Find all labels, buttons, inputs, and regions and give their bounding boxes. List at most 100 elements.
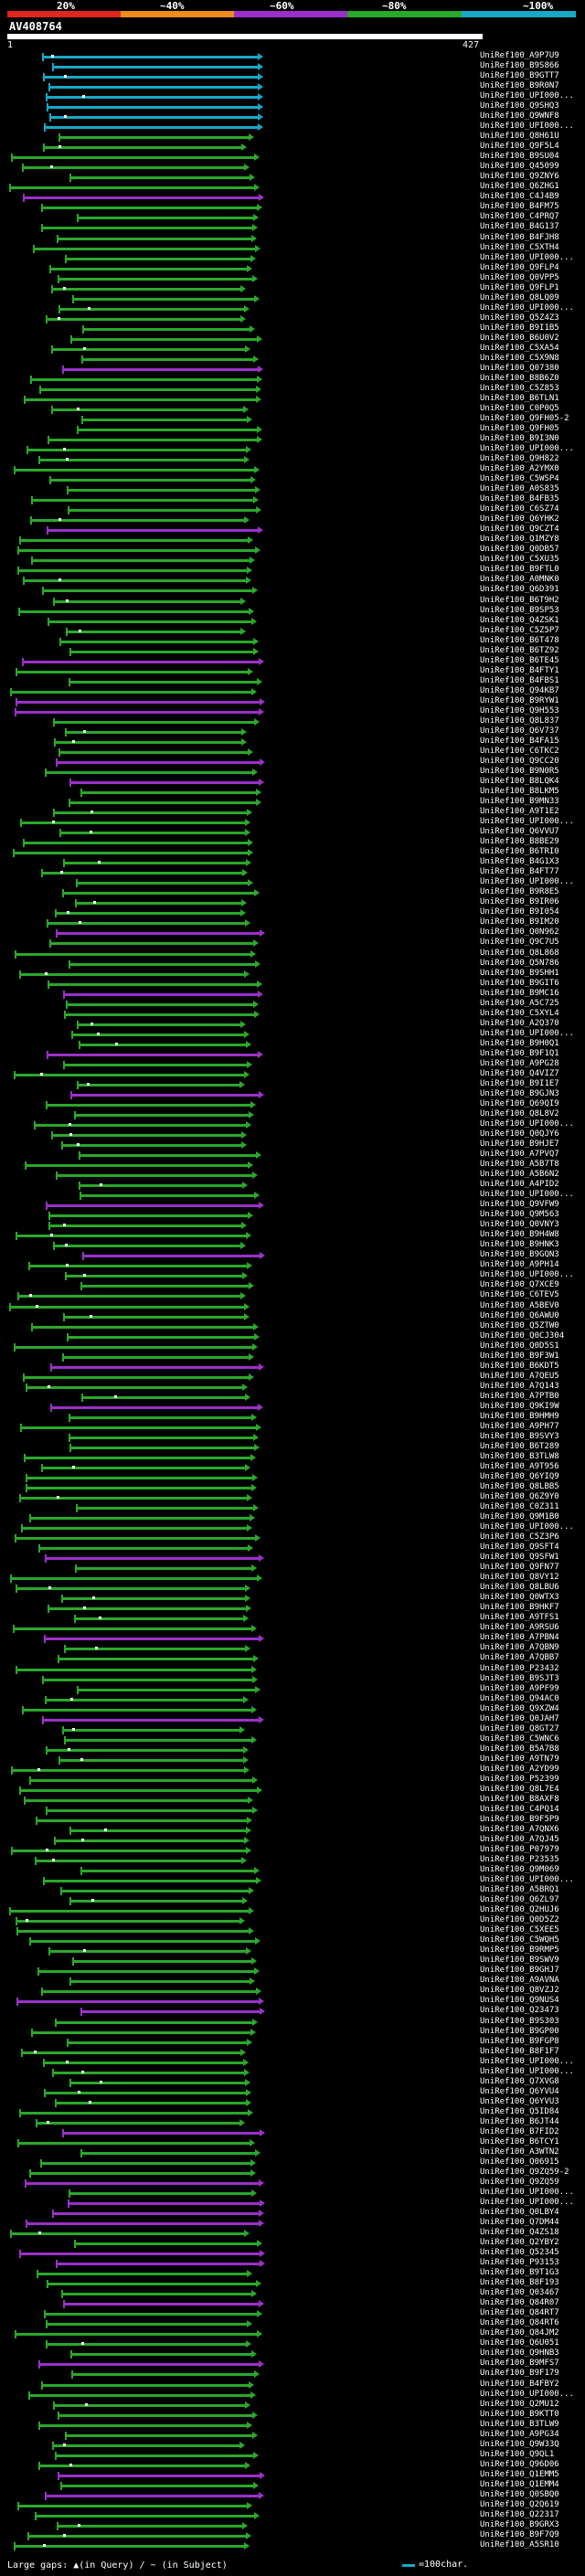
hit-label[interactable]: UniRef100_Q8LBU6 [480, 1583, 559, 1592]
hit-alignment-bar[interactable] [80, 791, 256, 794]
hit-row[interactable]: UniRef100_UPI000... [0, 1119, 585, 1129]
hit-row[interactable]: UniRef100_A7PTB0 [0, 1392, 585, 1402]
hit-row[interactable]: UniRef100_B9FTL0 [0, 565, 585, 575]
hit-label[interactable]: UniRef100_B9KTT0 [480, 2410, 559, 2419]
hit-row[interactable]: UniRef100_Q8VY12 [0, 1573, 585, 1583]
hit-label[interactable]: UniRef100_UPI000... [480, 303, 574, 313]
hit-row[interactable]: UniRef100_B6TRI0 [0, 847, 585, 857]
hit-label[interactable]: UniRef100_B9MN33 [480, 797, 559, 806]
hit-row[interactable]: UniRef100_UPI000... [0, 91, 585, 101]
hit-label[interactable]: UniRef100_UPI000... [480, 1029, 574, 1038]
hit-alignment-bar[interactable] [26, 2222, 259, 2225]
hit-label[interactable]: UniRef100_Q0LBY4 [480, 2208, 559, 2217]
hit-alignment-bar[interactable] [17, 569, 247, 572]
hit-label[interactable]: UniRef100_Q52345 [480, 2248, 559, 2257]
hit-label[interactable]: UniRef100_B8F1F7 [480, 2047, 559, 2056]
hit-alignment-bar[interactable] [55, 912, 240, 915]
hit-row[interactable]: UniRef100_Q03467 [0, 2288, 585, 2298]
hit-label[interactable]: UniRef100_A9T1E2 [480, 807, 559, 816]
hit-label[interactable]: UniRef100_Q6AWU0 [480, 1311, 559, 1320]
hit-alignment-bar[interactable] [26, 1487, 251, 1489]
hit-row[interactable]: UniRef100_B3TLW8 [0, 1452, 585, 1462]
hit-label[interactable]: UniRef100_UPI000... [480, 444, 574, 453]
hit-row[interactable]: UniRef100_Q9H553 [0, 706, 585, 716]
hit-alignment-bar[interactable] [77, 1084, 239, 1087]
hit-row[interactable]: UniRef100_B3TLW9 [0, 2420, 585, 2430]
hit-alignment-bar[interactable] [11, 1769, 244, 1772]
hit-row[interactable]: UniRef100_Q96D06 [0, 2460, 585, 2470]
hit-label[interactable]: UniRef100_B9N0R5 [480, 767, 559, 776]
hit-alignment-bar[interactable] [26, 1477, 252, 1479]
hit-row[interactable]: UniRef100_A2YD99 [0, 1765, 585, 1775]
hit-row[interactable]: UniRef100_Q8LBU6 [0, 1583, 585, 1593]
hit-label[interactable]: UniRef100_Q03467 [480, 2288, 559, 2297]
hit-alignment-bar[interactable] [41, 1467, 245, 1469]
hit-row[interactable]: UniRef100_A5BRQ1 [0, 1885, 585, 1895]
hit-row[interactable]: UniRef100_Q8VZJ2 [0, 1986, 585, 1996]
hit-label[interactable]: UniRef100_Q5ZTW0 [480, 1321, 559, 1330]
hit-row[interactable]: UniRef100_A9PH14 [0, 1260, 585, 1270]
hit-row[interactable]: UniRef100_Q2MU12 [0, 2400, 585, 2410]
hit-alignment-bar[interactable] [68, 2202, 260, 2205]
hit-row[interactable]: UniRef100_B8F1F7 [0, 2047, 585, 2057]
hit-label[interactable]: UniRef100_Q5ID84 [480, 2107, 559, 2116]
hit-row[interactable]: UniRef100_B6JT44 [0, 2117, 585, 2127]
hit-label[interactable]: UniRef100_C5WQH5 [480, 1935, 559, 1945]
hit-alignment-bar[interactable] [55, 2454, 253, 2457]
hit-row[interactable]: UniRef100_B9GHJ7 [0, 1966, 585, 1976]
hit-row[interactable]: UniRef100_A5B6N2 [0, 1170, 585, 1180]
hit-label[interactable]: UniRef100_Q7XCE9 [480, 1280, 559, 1289]
hit-label[interactable]: UniRef100_B8AXF8 [480, 1795, 559, 1804]
hit-label[interactable]: UniRef100_Q9CC20 [480, 757, 559, 766]
hit-label[interactable]: UniRef100_Q9FLP4 [480, 263, 559, 272]
hit-alignment-bar[interactable] [16, 1920, 239, 1923]
hit-row[interactable]: UniRef100_B6T289 [0, 1442, 585, 1452]
hit-row[interactable]: UniRef100_C0Z311 [0, 1502, 585, 1512]
hit-label[interactable]: UniRef100_C5WNC6 [480, 1734, 559, 1744]
hit-row[interactable]: UniRef100_Q9ZNY6 [0, 172, 585, 182]
hit-alignment-bar[interactable] [69, 963, 255, 966]
hit-row[interactable]: UniRef100_A5B7T8 [0, 1160, 585, 1170]
hit-row[interactable]: UniRef100_B4FT77 [0, 867, 585, 877]
hit-row[interactable]: UniRef100_B9H0Q1 [0, 1039, 585, 1049]
hit-row[interactable]: UniRef100_Q0DB57 [0, 545, 585, 555]
hit-row[interactable]: UniRef100_A5BEV0 [0, 1301, 585, 1311]
hit-row[interactable]: UniRef100_B9GQN3 [0, 1250, 585, 1260]
hit-alignment-bar[interactable] [61, 2293, 251, 2295]
hit-label[interactable]: UniRef100_B9GRX3 [480, 2520, 559, 2529]
hit-label[interactable]: UniRef100_A7QBN9 [480, 1643, 559, 1652]
hit-row[interactable]: UniRef100_Q9FN77 [0, 1563, 585, 1573]
hit-label[interactable]: UniRef100_Q9W33Q [480, 2440, 559, 2449]
hit-alignment-bar[interactable] [14, 469, 254, 472]
hit-row[interactable]: UniRef100_P07979 [0, 1845, 585, 1855]
hit-row[interactable]: UniRef100_B9GJN3 [0, 1089, 585, 1099]
hit-label[interactable]: UniRef100_C0Z311 [480, 1502, 559, 1511]
hit-row[interactable]: UniRef100_Q9C7U5 [0, 938, 585, 948]
hit-row[interactable]: UniRef100_B4FM75 [0, 202, 585, 212]
hit-row[interactable]: UniRef100_C6TKC2 [0, 747, 585, 757]
hit-label[interactable]: UniRef100_Q9M069 [480, 1865, 559, 1874]
hit-alignment-bar[interactable] [45, 1699, 243, 1701]
hit-alignment-bar[interactable] [13, 852, 248, 854]
hit-label[interactable]: UniRef100_P07979 [480, 1845, 559, 1854]
hit-alignment-bar[interactable] [69, 681, 257, 684]
hit-row[interactable]: UniRef100_Q4VIZ7 [0, 1069, 585, 1079]
hit-label[interactable]: UniRef100_Q84RT6 [480, 2318, 559, 2327]
hit-alignment-bar[interactable] [54, 741, 241, 744]
hit-alignment-bar[interactable] [45, 2495, 259, 2497]
hit-row[interactable]: UniRef100_Q9CC20 [0, 757, 585, 767]
hit-row[interactable]: UniRef100_A7PVQ7 [0, 1150, 585, 1160]
hit-alignment-bar[interactable] [56, 1174, 252, 1177]
hit-label[interactable]: UniRef100_Q9QL1 [480, 2450, 555, 2459]
hit-label[interactable]: UniRef100_A7PTB0 [480, 1392, 559, 1401]
hit-alignment-bar[interactable] [37, 2273, 247, 2275]
hit-row[interactable]: UniRef100_B9RYW1 [0, 696, 585, 706]
hit-row[interactable]: UniRef100_B6TCY1 [0, 2137, 585, 2147]
hit-row[interactable]: UniRef100_Q8H61U [0, 132, 585, 142]
hit-label[interactable]: UniRef100_A7QBB7 [480, 1653, 559, 1662]
hit-alignment-bar[interactable] [56, 2263, 260, 2265]
hit-label[interactable]: UniRef100_C5Z3P6 [480, 1532, 559, 1542]
hit-alignment-bar[interactable] [51, 1134, 241, 1137]
hit-row[interactable]: UniRef100_B9MC16 [0, 989, 585, 999]
hit-alignment-bar[interactable] [35, 2515, 254, 2518]
